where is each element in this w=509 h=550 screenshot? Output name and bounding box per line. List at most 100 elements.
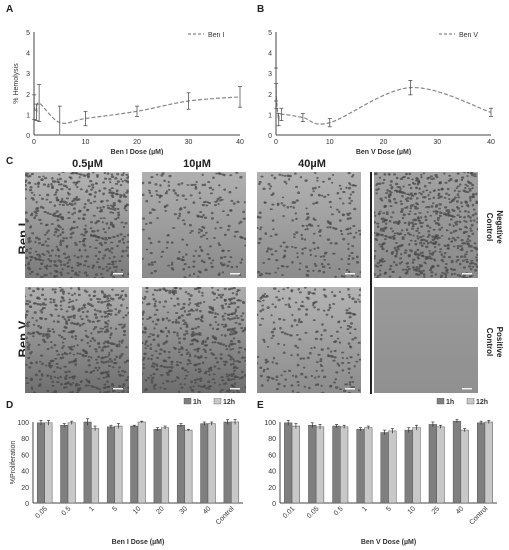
cell (114, 177, 118, 180)
cell (394, 201, 398, 204)
cell (186, 363, 189, 366)
cell (296, 252, 299, 255)
cell (438, 181, 442, 185)
cell (69, 300, 73, 303)
cell (199, 301, 202, 305)
y-tick-label: 100 (17, 420, 29, 427)
cell (95, 273, 98, 276)
cell (39, 222, 43, 225)
cell (434, 240, 438, 244)
cell (157, 240, 161, 243)
cell (404, 249, 408, 252)
cell (231, 292, 235, 295)
cell (39, 309, 42, 312)
cell (457, 196, 461, 199)
cell (310, 193, 314, 197)
cell (25, 174, 28, 177)
cell (277, 290, 280, 293)
cell (82, 264, 87, 267)
cell (354, 231, 358, 234)
cell (98, 310, 102, 313)
cell (27, 181, 32, 185)
cell (214, 340, 217, 344)
cell (201, 294, 204, 297)
cell (70, 330, 74, 334)
micrograph-background (374, 287, 478, 393)
scale-bar (462, 273, 472, 275)
cell (37, 181, 41, 185)
cell (179, 327, 182, 330)
cell (161, 250, 165, 253)
cell (380, 257, 384, 261)
cell (112, 255, 116, 259)
cell (56, 366, 60, 369)
cell (176, 375, 179, 379)
cell (162, 305, 166, 308)
cell (457, 274, 460, 277)
cell (387, 195, 391, 198)
cell (61, 341, 65, 344)
x-tick-label: 0 (274, 139, 278, 146)
cell (464, 186, 467, 190)
cell (357, 389, 361, 392)
cell (59, 177, 62, 181)
cell (125, 203, 129, 206)
cell (82, 217, 86, 221)
cell (212, 308, 215, 312)
cell (453, 238, 457, 242)
y-tick-label: 4 (268, 51, 272, 58)
cell (67, 316, 71, 319)
cell (456, 185, 460, 188)
cell (347, 367, 351, 371)
cell (275, 379, 278, 381)
positive-control-label-line2: Control (485, 327, 494, 357)
bar-12h-0.5 (67, 422, 76, 504)
cell (234, 310, 238, 313)
cell (154, 183, 158, 186)
cell (112, 202, 116, 205)
cell (221, 271, 225, 274)
cell (74, 241, 77, 244)
cell (285, 265, 289, 268)
bar-12h-20 (161, 427, 170, 504)
cell (89, 179, 93, 183)
cell (181, 194, 185, 197)
cell (382, 212, 386, 215)
cell (57, 254, 61, 258)
cell (147, 357, 150, 360)
cell (183, 276, 187, 278)
cell (99, 372, 104, 375)
cell (182, 337, 187, 341)
cell (297, 320, 301, 323)
cell (29, 258, 32, 262)
cell (110, 241, 114, 244)
cell (257, 215, 260, 218)
cell (314, 186, 317, 190)
cell (199, 287, 202, 290)
cell (295, 199, 299, 202)
micrograph-ben-i-0-5um (25, 172, 129, 278)
cell (470, 249, 474, 252)
cell (174, 320, 178, 323)
cell (303, 238, 307, 241)
cell (398, 276, 402, 278)
cell (109, 204, 113, 207)
cell (434, 205, 438, 208)
cell (394, 182, 399, 186)
cell (460, 178, 464, 182)
cell (92, 172, 95, 174)
cell (415, 269, 418, 272)
cell (77, 217, 81, 220)
cell (79, 381, 83, 384)
cell (186, 184, 190, 186)
micrograph-texture (25, 172, 129, 278)
cell (197, 368, 202, 371)
cell (37, 343, 41, 346)
cell (436, 216, 441, 220)
cell (28, 240, 32, 243)
cell (110, 360, 114, 363)
cell (379, 264, 383, 267)
cell (48, 259, 53, 263)
cell (48, 201, 53, 204)
cell (195, 308, 199, 312)
